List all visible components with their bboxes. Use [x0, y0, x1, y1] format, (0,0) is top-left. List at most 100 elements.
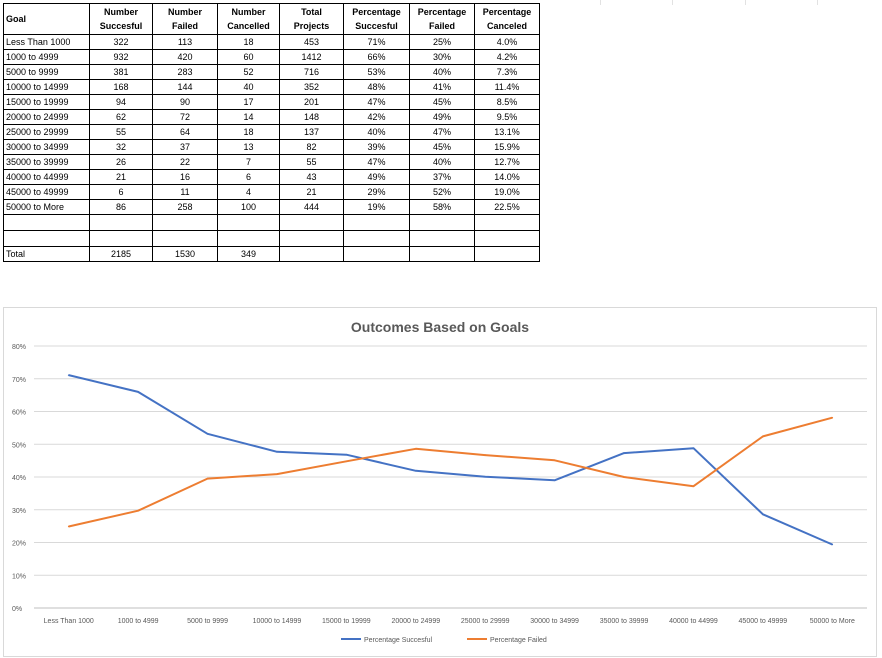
cell-goal[interactable]: 15000 to 19999 — [3, 94, 90, 110]
cell-number-failed[interactable]: 72 — [152, 109, 218, 125]
cell-percentage-failed[interactable]: 45% — [409, 94, 475, 110]
cell-number-cancelled[interactable]: 13 — [217, 139, 280, 155]
cell-number-cancelled[interactable]: 6 — [217, 169, 280, 185]
cell-number-cancelled[interactable]: 100 — [217, 199, 280, 215]
cell-percentage-successful[interactable]: 71% — [343, 34, 410, 50]
cell-total-projects[interactable]: 352 — [279, 79, 344, 95]
cell-percentage-canceled[interactable]: 12.7% — [474, 154, 540, 170]
cell-total-projects[interactable]: 137 — [279, 124, 344, 140]
cell-percentage-successful[interactable]: 29% — [343, 184, 410, 200]
empty-cell[interactable] — [3, 230, 90, 247]
cell-number-cancelled[interactable]: 40 — [217, 79, 280, 95]
cell-total-projects[interactable]: 148 — [279, 109, 344, 125]
cell-number-cancelled[interactable]: 60 — [217, 49, 280, 65]
cell-percentage-canceled[interactable]: 8.5% — [474, 94, 540, 110]
cell-number-cancelled[interactable]: 17 — [217, 94, 280, 110]
cell-number-successful[interactable]: 6 — [89, 184, 153, 200]
empty-cell[interactable] — [152, 230, 218, 247]
cell-number-cancelled[interactable]: 18 — [217, 124, 280, 140]
total-number-failed[interactable]: 1530 — [152, 246, 218, 262]
cell-percentage-canceled[interactable]: 4.2% — [474, 49, 540, 65]
empty-cell[interactable] — [409, 246, 475, 262]
cell-percentage-canceled[interactable]: 4.0% — [474, 34, 540, 50]
cell-percentage-failed[interactable]: 52% — [409, 184, 475, 200]
cell-goal[interactable]: 25000 to 29999 — [3, 124, 90, 140]
empty-cell[interactable] — [343, 246, 410, 262]
empty-cell[interactable] — [343, 230, 410, 247]
cell-percentage-canceled[interactable]: 14.0% — [474, 169, 540, 185]
cell-percentage-failed[interactable]: 49% — [409, 109, 475, 125]
cell-number-failed[interactable]: 258 — [152, 199, 218, 215]
empty-cell[interactable] — [474, 214, 540, 231]
empty-cell[interactable] — [279, 230, 344, 247]
cell-number-failed[interactable]: 144 — [152, 79, 218, 95]
cell-percentage-canceled[interactable]: 19.0% — [474, 184, 540, 200]
cell-number-failed[interactable]: 64 — [152, 124, 218, 140]
cell-percentage-canceled[interactable]: 13.1% — [474, 124, 540, 140]
cell-percentage-failed[interactable]: 40% — [409, 64, 475, 80]
cell-goal[interactable]: Less Than 1000 — [3, 34, 90, 50]
cell-number-cancelled[interactable]: 7 — [217, 154, 280, 170]
header-number-failed[interactable]: Number Failed — [152, 3, 218, 35]
header-goal[interactable]: Goal — [3, 3, 90, 35]
cell-total-projects[interactable]: 43 — [279, 169, 344, 185]
cell-percentage-successful[interactable]: 53% — [343, 64, 410, 80]
cell-goal[interactable]: 5000 to 9999 — [3, 64, 90, 80]
cell-percentage-failed[interactable]: 37% — [409, 169, 475, 185]
cell-number-successful[interactable]: 21 — [89, 169, 153, 185]
cell-number-successful[interactable]: 322 — [89, 34, 153, 50]
cell-percentage-failed[interactable]: 45% — [409, 139, 475, 155]
cell-number-successful[interactable]: 932 — [89, 49, 153, 65]
header-percentage-successful[interactable]: Percentage Succesful — [343, 3, 410, 35]
cell-percentage-failed[interactable]: 40% — [409, 154, 475, 170]
cell-percentage-canceled[interactable]: 15.9% — [474, 139, 540, 155]
empty-cell[interactable] — [409, 214, 475, 231]
cell-goal[interactable]: 30000 to 34999 — [3, 139, 90, 155]
cell-percentage-failed[interactable]: 58% — [409, 199, 475, 215]
cell-goal[interactable]: 40000 to 44999 — [3, 169, 90, 185]
cell-goal[interactable]: 1000 to 4999 — [3, 49, 90, 65]
cell-percentage-successful[interactable]: 42% — [343, 109, 410, 125]
cell-number-successful[interactable]: 26 — [89, 154, 153, 170]
total-number-successful[interactable]: 2185 — [89, 246, 153, 262]
cell-number-cancelled[interactable]: 4 — [217, 184, 280, 200]
cell-number-successful[interactable]: 86 — [89, 199, 153, 215]
cell-percentage-failed[interactable]: 47% — [409, 124, 475, 140]
cell-number-cancelled[interactable]: 52 — [217, 64, 280, 80]
cell-number-failed[interactable]: 420 — [152, 49, 218, 65]
cell-number-successful[interactable]: 168 — [89, 79, 153, 95]
empty-cell[interactable] — [279, 246, 344, 262]
cell-percentage-successful[interactable]: 47% — [343, 94, 410, 110]
header-total-projects[interactable]: Total Projects — [279, 3, 344, 35]
cell-percentage-successful[interactable]: 19% — [343, 199, 410, 215]
empty-cell[interactable] — [409, 230, 475, 247]
cell-percentage-successful[interactable]: 66% — [343, 49, 410, 65]
cell-total-projects[interactable]: 444 — [279, 199, 344, 215]
cell-number-cancelled[interactable]: 14 — [217, 109, 280, 125]
cell-percentage-successful[interactable]: 48% — [343, 79, 410, 95]
cell-number-failed[interactable]: 90 — [152, 94, 218, 110]
empty-cell[interactable] — [89, 214, 153, 231]
header-percentage-failed[interactable]: Percentage Failed — [409, 3, 475, 35]
empty-cell[interactable] — [217, 230, 280, 247]
empty-cell[interactable] — [343, 214, 410, 231]
empty-cell[interactable] — [89, 230, 153, 247]
cell-number-failed[interactable]: 16 — [152, 169, 218, 185]
cell-number-cancelled[interactable]: 18 — [217, 34, 280, 50]
cell-percentage-failed[interactable]: 25% — [409, 34, 475, 50]
cell-percentage-successful[interactable]: 47% — [343, 154, 410, 170]
total-label[interactable]: Total — [3, 246, 90, 262]
cell-number-successful[interactable]: 32 — [89, 139, 153, 155]
cell-number-successful[interactable]: 62 — [89, 109, 153, 125]
cell-goal[interactable]: 10000 to 14999 — [3, 79, 90, 95]
cell-percentage-failed[interactable]: 30% — [409, 49, 475, 65]
cell-percentage-failed[interactable]: 41% — [409, 79, 475, 95]
cell-percentage-canceled[interactable]: 11.4% — [474, 79, 540, 95]
cell-percentage-successful[interactable]: 39% — [343, 139, 410, 155]
cell-number-successful[interactable]: 94 — [89, 94, 153, 110]
empty-cell[interactable] — [152, 214, 218, 231]
cell-number-failed[interactable]: 22 — [152, 154, 218, 170]
cell-percentage-successful[interactable]: 40% — [343, 124, 410, 140]
empty-cell[interactable] — [3, 214, 90, 231]
cell-number-successful[interactable]: 55 — [89, 124, 153, 140]
